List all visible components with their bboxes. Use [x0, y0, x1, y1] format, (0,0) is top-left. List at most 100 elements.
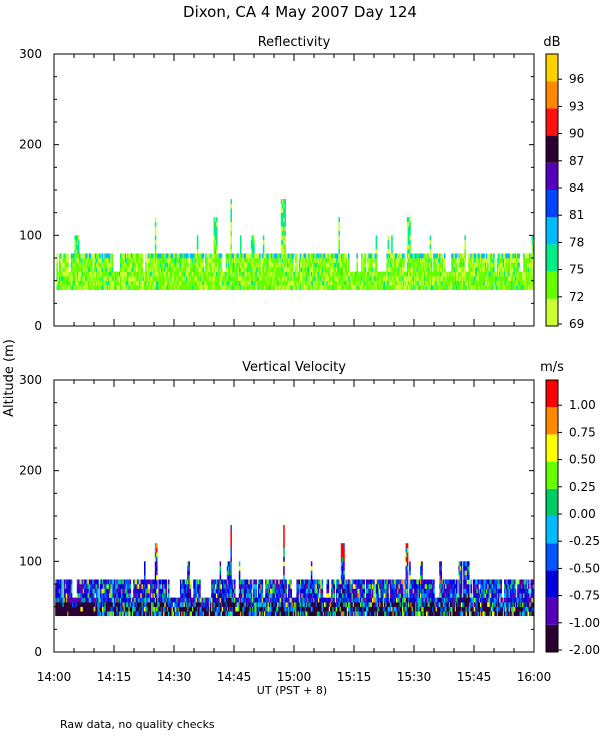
- reflectivity-echo-cell: [147, 253, 150, 259]
- reflectivity-echo-cell: [129, 285, 132, 291]
- reflectivity-echo-cell: [230, 203, 232, 209]
- reflectivity-echo-cell: [183, 258, 186, 263]
- reflectivity-echo-cell: [250, 244, 253, 250]
- reflectivity-echo-cell: [487, 262, 489, 268]
- vertical-velocity-echo-cell: [298, 584, 301, 589]
- vertical-velocity-echo-cell: [312, 602, 314, 607]
- vertical-velocity-echo-cell: [100, 584, 103, 589]
- reflectivity-echo-cell: [384, 280, 386, 286]
- reflectivity-echo-cell: [171, 262, 174, 268]
- vertical-velocity-echo-cell: [267, 593, 270, 598]
- vertical-velocity-echo-cell: [230, 552, 232, 558]
- reflectivity-echo-cell: [484, 271, 487, 277]
- reflectivity-echo-cell: [213, 244, 216, 250]
- reflectivity-echo-cell: [470, 253, 472, 259]
- reflectivity-echo-cell: [237, 253, 240, 259]
- reflectivity-echo-cell: [411, 271, 414, 277]
- reflectivity-echo-cell: [363, 267, 366, 272]
- reflectivity-echo-cell: [145, 253, 147, 259]
- vertical-velocity-echo-cell: [297, 602, 300, 607]
- reflectivity-echo-cell: [320, 285, 322, 291]
- vertical-velocity-echo-cell: [117, 584, 120, 589]
- reflectivity-echo-cell: [291, 280, 294, 286]
- vertical-velocity-echo-cell: [110, 593, 112, 598]
- vertical-velocity-echo-cell: [230, 547, 232, 553]
- vertical-velocity-echo-cell: [256, 597, 259, 603]
- reflectivity-echo-cell: [446, 271, 448, 277]
- vertical-velocity-echo-cell: [301, 602, 303, 607]
- vertical-velocity-echo-cell: [218, 588, 220, 594]
- reflectivity-echo-cell: [280, 203, 283, 209]
- reflectivity-echo-cell: [469, 262, 471, 268]
- reflectivity-echo-cell: [379, 276, 381, 281]
- vertical-velocity-echo-cell: [223, 602, 225, 607]
- reflectivity-echo-cell: [471, 262, 474, 268]
- vertical-velocity-echo-cell: [176, 606, 178, 612]
- vertical-velocity-echo-cell: [230, 556, 232, 562]
- vertical-velocity-echo-cell: [144, 593, 146, 598]
- reflectivity-echo-cell: [320, 262, 322, 268]
- reflectivity-echo-cell: [130, 285, 133, 291]
- reflectivity-echo-cell: [369, 276, 372, 281]
- reflectivity-echo-cell: [484, 276, 487, 281]
- vertical-velocity-echo-cell: [88, 606, 91, 612]
- reflectivity-echo-cell: [90, 285, 92, 291]
- vertical-velocity-echo-cell: [66, 579, 68, 585]
- reflectivity-echo-cell: [361, 267, 363, 272]
- reflectivity-echo-cell: [448, 280, 451, 286]
- reflectivity-echo-cell: [75, 267, 78, 272]
- reflectivity-echo-cell: [133, 253, 135, 259]
- reflectivity-echo-cell: [153, 285, 156, 291]
- reflectivity-echo-cell: [118, 280, 121, 286]
- reflectivity-echo-cell: [495, 285, 498, 291]
- reflectivity-echo-cell: [253, 239, 255, 245]
- vertical-velocity-echo-cell: [171, 611, 174, 617]
- reflectivity-echo-cell: [454, 258, 457, 263]
- reflectivity-echo-cell: [99, 285, 102, 291]
- reflectivity-echo-cell: [470, 285, 472, 291]
- vertical-velocity-echo-cell: [284, 588, 286, 594]
- vertical-velocity-echo-cell: [276, 606, 278, 612]
- reflectivity-echo-cell: [436, 285, 439, 291]
- vertical-velocity-echo-cell: [117, 611, 120, 617]
- reflectivity-echo-cell: [81, 258, 84, 263]
- reflectivity-echo-cell: [230, 212, 232, 218]
- vertical-velocity-echo-cell: [106, 602, 109, 607]
- reflectivity-echo-cell: [307, 271, 309, 277]
- vertical-velocity-echo-cell: [303, 588, 306, 594]
- reflectivity-echo-cell: [102, 280, 104, 286]
- vertical-velocity-echo-cell: [213, 602, 216, 607]
- vertical-velocity-echo-cell: [122, 606, 124, 612]
- vertical-velocity-echo-cell: [214, 611, 217, 617]
- vertical-velocity-echo-cell: [99, 606, 102, 612]
- reflectivity-echo-cell: [252, 239, 254, 245]
- vertical-velocity-echo-cell: [308, 593, 310, 598]
- reflectivity-echo-cell: [85, 276, 87, 281]
- reflectivity-echo-cell: [393, 280, 396, 286]
- reflectivity-echo-cell: [530, 271, 532, 277]
- reflectivity-echo-cell: [176, 267, 178, 272]
- reflectivity-echo-cell: [116, 276, 118, 281]
- reflectivity-echo-cell: [423, 276, 426, 281]
- reflectivity-echo-cell: [127, 253, 129, 259]
- reflectivity-echo-cell: [111, 267, 114, 272]
- reflectivity-echo-cell: [213, 248, 216, 254]
- reflectivity-echo-cell: [406, 239, 409, 245]
- vertical-velocity-echo-cell: [147, 611, 150, 617]
- vertical-velocity-echo-cell: [126, 579, 128, 585]
- reflectivity-echo-cell: [330, 276, 332, 281]
- vertical-velocity-echo-cell: [238, 570, 241, 576]
- vertical-velocity-echo-cell: [100, 606, 103, 612]
- vertical-velocity-echo-cell: [264, 597, 266, 603]
- vertical-velocity-echo-cell: [84, 606, 86, 612]
- vertical-velocity-echo-cell: [319, 597, 321, 603]
- reflectivity-echo-cell: [493, 258, 495, 263]
- reflectivity-echo-cell: [214, 285, 217, 291]
- reflectivity-echo-cell: [273, 253, 276, 259]
- reflectivity-echo-cell: [175, 262, 177, 268]
- reflectivity-echo-cell: [478, 267, 481, 272]
- vertical-velocity-echo-cell: [244, 611, 247, 617]
- reflectivity-echo-cell: [409, 258, 411, 263]
- vertical-velocity-echo-cell: [240, 597, 242, 603]
